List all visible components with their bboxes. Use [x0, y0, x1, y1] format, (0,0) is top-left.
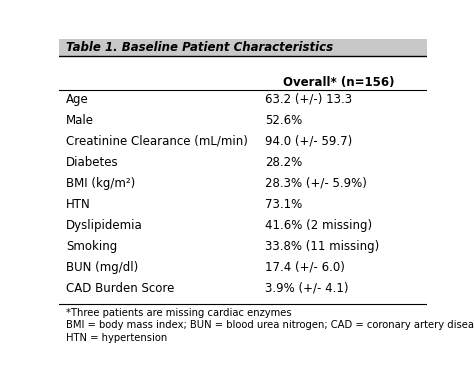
Text: CAD Burden Score: CAD Burden Score [66, 282, 174, 295]
Text: Age: Age [66, 93, 89, 106]
Text: 73.1%: 73.1% [265, 198, 302, 211]
Text: *Three patients are missing cardiac enzymes: *Three patients are missing cardiac enzy… [66, 308, 292, 318]
Text: 28.2%: 28.2% [265, 156, 302, 169]
Text: Creatinine Clearance (mL/min): Creatinine Clearance (mL/min) [66, 135, 248, 148]
Text: Overall* (n=156): Overall* (n=156) [283, 76, 394, 89]
Text: 3.9% (+/- 4.1): 3.9% (+/- 4.1) [265, 282, 348, 295]
Text: BMI = body mass index; BUN = blood urea nitrogen; CAD = coronary artery disease;: BMI = body mass index; BUN = blood urea … [66, 320, 474, 330]
Text: 41.6% (2 missing): 41.6% (2 missing) [265, 219, 372, 232]
Text: HTN = hypertension: HTN = hypertension [66, 333, 167, 343]
Text: BUN (mg/dl): BUN (mg/dl) [66, 261, 138, 274]
Text: 94.0 (+/- 59.7): 94.0 (+/- 59.7) [265, 135, 352, 148]
Text: 28.3% (+/- 5.9%): 28.3% (+/- 5.9%) [265, 177, 367, 190]
Text: 33.8% (11 missing): 33.8% (11 missing) [265, 240, 379, 253]
Text: 17.4 (+/- 6.0): 17.4 (+/- 6.0) [265, 261, 345, 274]
Text: Table 1. Baseline Patient Characteristics: Table 1. Baseline Patient Characteristic… [66, 41, 333, 54]
Text: Diabetes: Diabetes [66, 156, 118, 169]
Text: Male: Male [66, 114, 94, 127]
Text: Smoking: Smoking [66, 240, 117, 253]
Text: 52.6%: 52.6% [265, 114, 302, 127]
Text: BMI (kg/m²): BMI (kg/m²) [66, 177, 135, 190]
Text: HTN: HTN [66, 198, 91, 211]
Bar [59, 39, 427, 56]
Text: Dyslipidemia: Dyslipidemia [66, 219, 143, 232]
Text: 63.2 (+/-) 13.3: 63.2 (+/-) 13.3 [265, 93, 352, 106]
